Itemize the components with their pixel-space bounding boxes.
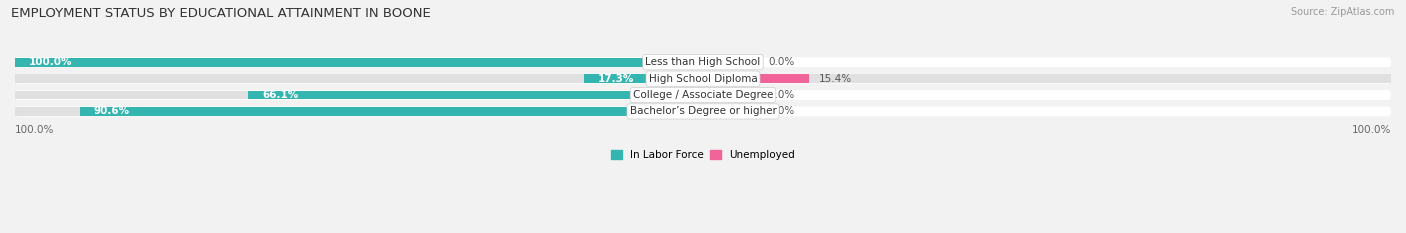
Bar [583,74,703,83]
Text: 100.0%: 100.0% [15,125,55,135]
Text: 90.6%: 90.6% [93,106,129,116]
Text: College / Associate Degree: College / Associate Degree [633,90,773,100]
Text: EMPLOYMENT STATUS BY EDUCATIONAL ATTAINMENT IN BOONE: EMPLOYMENT STATUS BY EDUCATIONAL ATTAINM… [11,7,432,20]
Bar [703,74,1391,83]
FancyBboxPatch shape [15,74,1391,84]
Bar [80,107,703,116]
Bar [15,58,703,66]
Text: 0.0%: 0.0% [768,90,794,100]
Text: Source: ZipAtlas.com: Source: ZipAtlas.com [1291,7,1395,17]
FancyBboxPatch shape [15,106,1391,116]
Text: High School Diploma: High School Diploma [648,74,758,84]
Bar [15,107,80,116]
Text: 17.3%: 17.3% [598,74,634,84]
Text: 0.0%: 0.0% [768,57,794,67]
Bar [703,107,758,116]
Bar [15,74,583,83]
Bar [703,91,758,99]
Text: 66.1%: 66.1% [262,90,298,100]
Text: 15.4%: 15.4% [820,74,852,84]
Text: 100.0%: 100.0% [1351,125,1391,135]
Text: Less than High School: Less than High School [645,57,761,67]
Bar [15,91,249,99]
FancyBboxPatch shape [15,57,1391,67]
Bar [703,58,758,66]
Bar [703,74,808,83]
FancyBboxPatch shape [15,90,1391,100]
Legend: In Labor Force, Unemployed: In Labor Force, Unemployed [612,150,794,160]
Text: Bachelor’s Degree or higher: Bachelor’s Degree or higher [630,106,776,116]
Text: 100.0%: 100.0% [28,57,72,67]
Text: 0.0%: 0.0% [768,106,794,116]
Bar [249,91,703,99]
